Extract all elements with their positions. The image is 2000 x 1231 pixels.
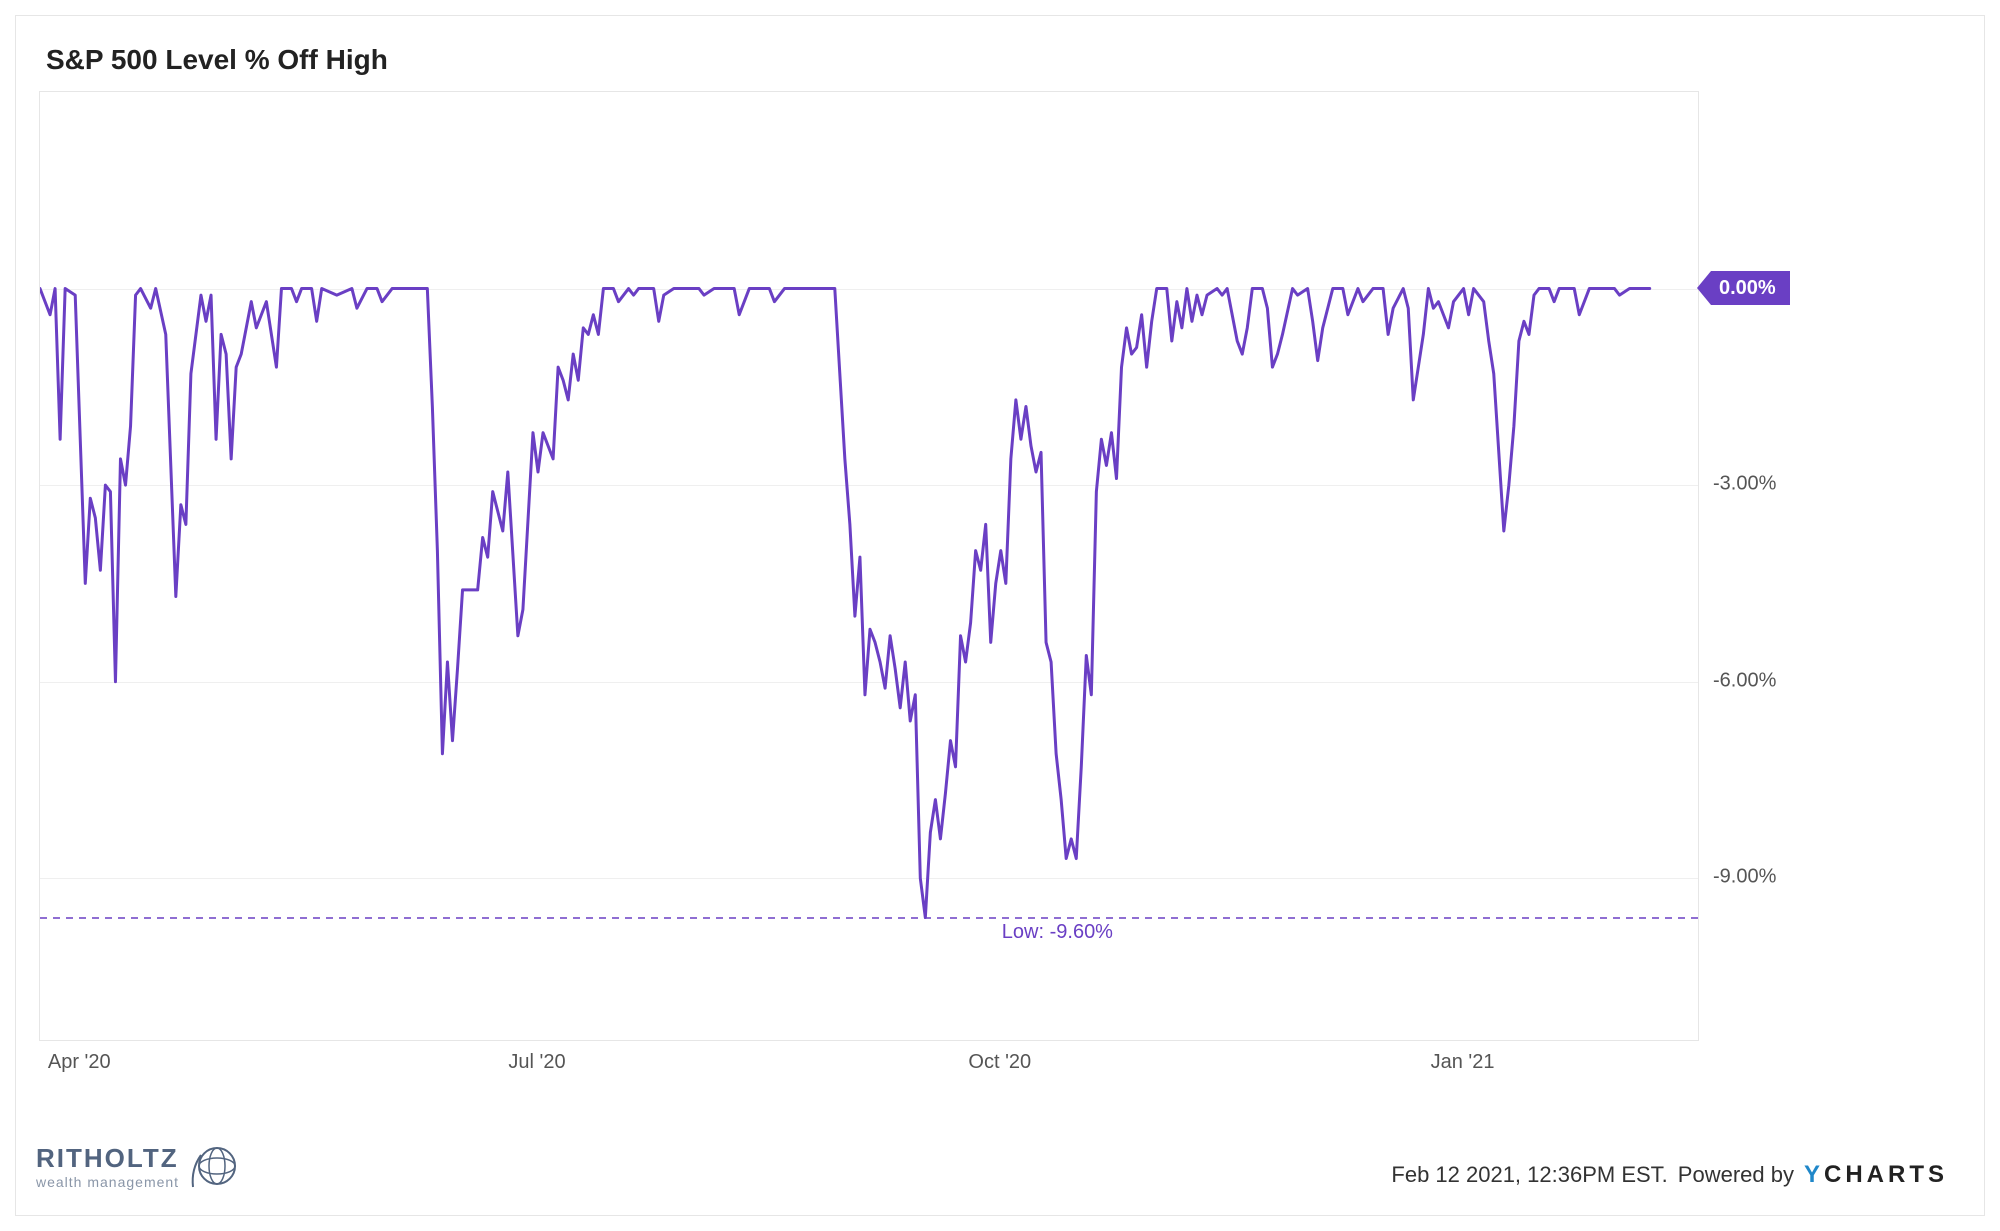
logo-name: RITHOLTZ <box>36 1143 179 1174</box>
chart-frame: S&P 500 Level % Off High -3.00% -6.00% -9.… <box>15 15 1985 1216</box>
ritholtz-logo: RITHOLTZ wealth management <box>36 1139 241 1193</box>
y-tick-label: -3.00% <box>1713 473 1776 496</box>
logo-subtitle: wealth management <box>36 1174 179 1190</box>
chart-title: S&P 500 Level % Off High <box>46 44 388 76</box>
y-tick-label: -9.00% <box>1713 866 1776 889</box>
plot-area <box>39 91 1699 1041</box>
x-tick-label: Oct '20 <box>968 1051 1031 1074</box>
value-flag: 0.00% <box>1697 271 1790 305</box>
ycharts-logo: YCHARTS <box>1804 1161 1948 1189</box>
y-tick-label: -6.00% <box>1713 669 1776 692</box>
powered-by-prefix: Powered by <box>1678 1162 1794 1188</box>
line-series <box>40 92 1700 1042</box>
x-tick-label: Jan '21 <box>1431 1051 1495 1074</box>
globe-icon <box>187 1139 241 1193</box>
ycharts-text: CHARTS <box>1824 1161 1948 1188</box>
value-flag-label: 0.00% <box>1711 271 1790 305</box>
low-label: Low: -9.60% <box>1002 921 1113 944</box>
x-tick-label: Jul '20 <box>508 1051 565 1074</box>
powered-by: Feb 12 2021, 12:36PM EST. Powered by YCH… <box>1391 1161 1948 1189</box>
chart-footer: RITHOLTZ wealth management Feb 12 2021, … <box>16 1129 1984 1193</box>
timestamp: Feb 12 2021, 12:36PM EST. <box>1391 1162 1667 1188</box>
x-tick-label: Apr '20 <box>48 1051 111 1074</box>
